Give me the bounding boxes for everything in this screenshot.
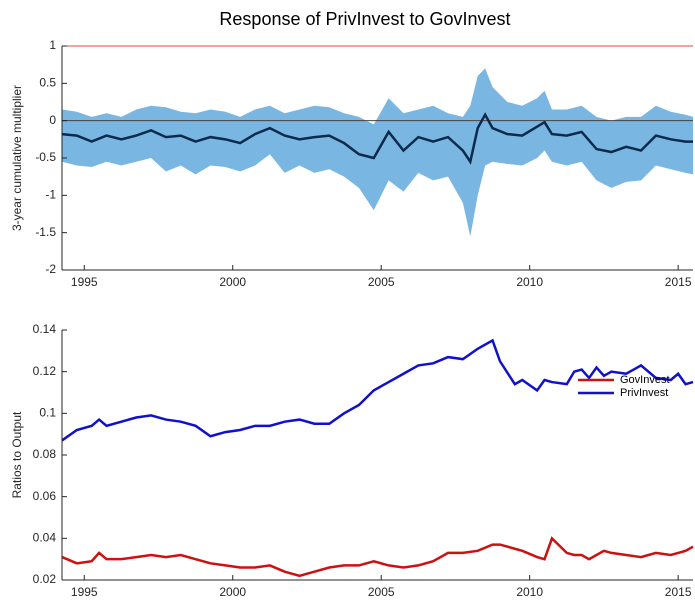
y-tick-label: 0	[49, 113, 56, 127]
y-tick-label: 0.02	[33, 572, 57, 586]
line	[61, 112, 693, 165]
y-axis-label: 3-year cumulative multiplier	[10, 85, 24, 231]
x-tick-label: 2015	[665, 585, 692, 599]
y-tick-label: 0.04	[33, 531, 57, 545]
y-tick-label: 0.14	[33, 322, 57, 336]
x-tick-label: 1995	[71, 585, 98, 599]
x-tick-label: 2015	[665, 275, 692, 289]
y-tick-label: -0.5	[35, 150, 56, 164]
x-tick-label: 2005	[368, 585, 395, 599]
chart-title: Response of PrivInvest to GovInvest	[219, 9, 510, 29]
legend-label: PrivInvest	[620, 387, 668, 399]
x-tick-label: 1995	[71, 275, 98, 289]
y-tick-label: 1	[49, 38, 56, 52]
x-tick-label: 2010	[516, 275, 543, 289]
y-tick-label: -1.5	[35, 225, 56, 239]
y-tick-label: 0.06	[33, 489, 57, 503]
x-tick-label: 2000	[219, 275, 246, 289]
x-tick-label: 2000	[219, 585, 246, 599]
y-tick-label: -1	[45, 188, 56, 202]
x-tick-label: 2010	[516, 585, 543, 599]
y-tick-label: 0.12	[33, 364, 57, 378]
y-tick-label: 0.5	[39, 76, 56, 90]
y-axis-label: Ratios to Output	[10, 411, 24, 498]
y-tick-label: -2	[45, 262, 56, 276]
legend-label: GovInvest	[620, 374, 670, 386]
y-tick-label: 0.08	[33, 447, 57, 461]
y-tick-label: 0.1	[39, 406, 56, 420]
series-line	[61, 536, 694, 578]
x-tick-label: 2005	[368, 275, 395, 289]
series-line	[61, 338, 694, 442]
